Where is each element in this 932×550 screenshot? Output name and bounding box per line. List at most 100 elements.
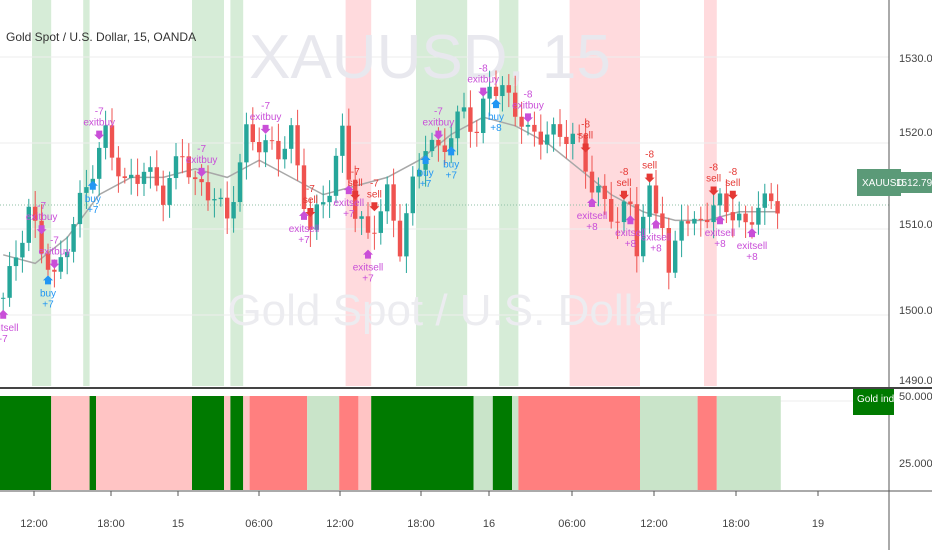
signal-arrow-up <box>363 249 373 259</box>
exit-signal: exitbuy-7 <box>423 107 454 140</box>
indicator-tick: 50.000 <box>899 391 932 403</box>
signal-label: sell <box>303 195 318 206</box>
indicator-name-tag <box>853 389 894 415</box>
signal-arrow-up <box>343 185 354 195</box>
signal-arrow-up <box>587 198 597 207</box>
signal-arrow-up <box>491 99 501 109</box>
candle-body <box>513 92 518 117</box>
candle-body <box>570 133 575 145</box>
signal-qty: +7 <box>362 274 374 285</box>
candle-body <box>237 162 243 203</box>
candle-body <box>705 219 710 223</box>
indicator-block <box>89 396 96 490</box>
candle-body <box>775 201 780 214</box>
candle-body <box>186 156 191 178</box>
signal-qty: +7 <box>87 205 99 216</box>
candle-body <box>308 208 313 230</box>
exit-signal: exitbuy-7 <box>83 107 115 140</box>
candle-body <box>391 184 396 221</box>
indicator-block <box>473 396 493 490</box>
candle-body <box>372 232 377 234</box>
sell-signal: sell-8 <box>616 167 632 200</box>
indicator-block <box>96 396 192 490</box>
candle-body <box>289 125 294 149</box>
buy-signal: buy+7 <box>40 275 56 310</box>
indicator-block <box>358 396 372 490</box>
last-price-box <box>892 172 932 193</box>
price-tick: 1520.000 <box>899 127 932 139</box>
signal-qty: -8 <box>581 120 590 131</box>
candle-body <box>103 125 108 148</box>
indicator-axis: Gold indy 50.000 25.000 <box>853 389 932 470</box>
signal-label: buy <box>488 112 504 123</box>
indicator-block <box>518 396 640 490</box>
indicator-block <box>697 396 717 490</box>
signal-arrow-down <box>708 186 719 196</box>
candle-body <box>276 140 281 160</box>
price-axis[interactable]: 1530.000 1520.000 1510.000 1500.000 1490… <box>899 53 932 387</box>
time-label: 16 <box>483 518 495 530</box>
candle-body <box>65 251 70 258</box>
signal-qty: -8 <box>645 150 654 161</box>
time-label: 06:00 <box>245 518 273 530</box>
signal-arrow-down <box>523 113 533 123</box>
indicator-block <box>640 396 698 490</box>
sell-signal: sell-7 <box>348 167 363 200</box>
candle-body <box>199 179 204 183</box>
watermark: XAUUSD, 15 Gold Spot / U.S. Dollar <box>227 23 672 335</box>
exit-signal: exitsell+8 <box>641 219 671 255</box>
time-axis[interactable]: 12:00 18:00 15 06:00 12:00 18:00 16 06:0… <box>20 491 824 530</box>
long-zone <box>32 0 52 386</box>
signal-label: exitbuy <box>250 112 282 123</box>
candle-body <box>455 111 460 139</box>
indicator-block <box>716 396 781 490</box>
signal-arrow-up <box>43 275 53 285</box>
signal-qty: -7 <box>434 107 443 118</box>
candle-body <box>519 116 524 127</box>
signal-qty: +8 <box>625 239 637 250</box>
buy-signal: buy+8 <box>488 99 504 134</box>
signal-qty: -7 <box>50 236 59 247</box>
sell-signal: sell-8 <box>725 167 740 200</box>
signal-arrow-down <box>49 259 60 269</box>
indicator-block <box>492 396 512 490</box>
watermark-name: Gold Spot / U.S. Dollar <box>227 286 672 335</box>
signal-arrow-up <box>715 215 725 225</box>
buy-signal: buy+7 <box>443 146 459 181</box>
candle-body <box>628 201 633 205</box>
candle-body <box>135 174 140 184</box>
indicator-block <box>512 396 519 490</box>
time-label: 15 <box>172 518 184 530</box>
candle-body <box>711 205 716 223</box>
long-zone <box>230 0 244 386</box>
signal-arrow-down <box>260 124 271 134</box>
time-label: 12:00 <box>20 518 48 530</box>
indicator-block <box>192 396 224 490</box>
signal-arrow-up <box>651 219 661 229</box>
signal-label: exitsell <box>737 241 768 252</box>
signal-qty: -8 <box>709 163 718 174</box>
last-price-tag: XAUUSD 1512.791 <box>857 169 932 196</box>
signal-arrow-down <box>305 208 316 217</box>
candle-body <box>673 240 678 273</box>
candle-body <box>730 212 735 221</box>
signal-qty: -7 <box>37 201 46 212</box>
candle-body <box>365 216 371 233</box>
signal-label: buy <box>85 194 101 205</box>
signal-arrow-down <box>36 225 47 235</box>
signal-arrow-down <box>619 190 629 200</box>
candle-body <box>116 157 121 177</box>
candle-body <box>641 216 646 257</box>
signal-label: exitsell <box>353 263 384 274</box>
signal-label: exitsell <box>0 323 18 334</box>
signal-label: sell <box>367 189 382 200</box>
signal-label: sell <box>348 178 363 189</box>
indicator-pane <box>0 396 781 490</box>
indicator-block <box>249 396 308 490</box>
candle-body <box>557 124 563 137</box>
indicator-block <box>224 396 231 490</box>
candle-body <box>282 148 287 160</box>
signal-label: buy <box>418 168 434 179</box>
candle-body <box>692 218 697 224</box>
